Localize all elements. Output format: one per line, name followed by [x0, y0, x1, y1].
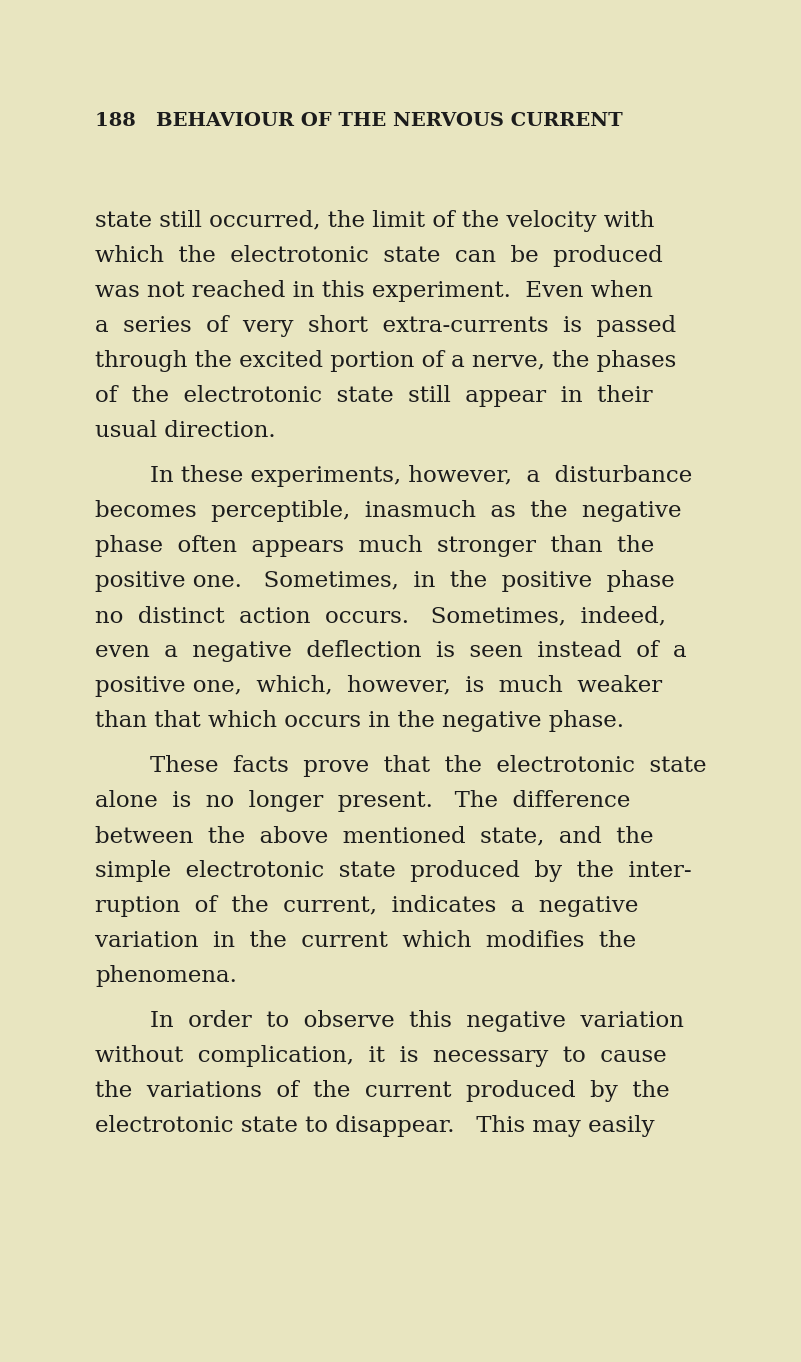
Text: These  facts  prove  that  the  electrotonic  state: These facts prove that the electrotonic …: [150, 755, 706, 776]
Text: alone  is  no  longer  present.   The  difference: alone is no longer present. The differen…: [95, 790, 630, 812]
Text: 188   BEHAVIOUR OF THE NERVOUS CURRENT: 188 BEHAVIOUR OF THE NERVOUS CURRENT: [95, 112, 622, 129]
Text: which  the  electrotonic  state  can  be  produced: which the electrotonic state can be prod…: [95, 245, 662, 267]
Text: In these experiments, however,  a  disturbance: In these experiments, however, a disturb…: [150, 464, 692, 488]
Text: phase  often  appears  much  stronger  than  the: phase often appears much stronger than t…: [95, 535, 654, 557]
Text: state still occurred, the limit of the velocity with: state still occurred, the limit of the v…: [95, 210, 654, 232]
Text: electrotonic state to disappear.   This may easily: electrotonic state to disappear. This ma…: [95, 1115, 654, 1137]
Text: a  series  of  very  short  extra-currents  is  passed: a series of very short extra-currents is…: [95, 315, 676, 336]
Text: usual direction.: usual direction.: [95, 419, 276, 443]
Text: than that which occurs in the negative phase.: than that which occurs in the negative p…: [95, 710, 624, 731]
Text: no  distinct  action  occurs.   Sometimes,  indeed,: no distinct action occurs. Sometimes, in…: [95, 605, 666, 627]
Text: positive one.   Sometimes,  in  the  positive  phase: positive one. Sometimes, in the positive…: [95, 571, 674, 592]
Text: becomes  perceptible,  inasmuch  as  the  negative: becomes perceptible, inasmuch as the neg…: [95, 500, 682, 522]
Text: variation  in  the  current  which  modifies  the: variation in the current which modifies …: [95, 930, 636, 952]
Text: phenomena.: phenomena.: [95, 966, 237, 987]
Text: through the excited portion of a nerve, the phases: through the excited portion of a nerve, …: [95, 350, 676, 372]
Text: simple  electrotonic  state  produced  by  the  inter-: simple electrotonic state produced by th…: [95, 859, 691, 883]
Text: the  variations  of  the  current  produced  by  the: the variations of the current produced b…: [95, 1080, 670, 1102]
Text: In  order  to  observe  this  negative  variation: In order to observe this negative variat…: [150, 1011, 684, 1032]
Text: ruption  of  the  current,  indicates  a  negative: ruption of the current, indicates a nega…: [95, 895, 638, 917]
Text: even  a  negative  deflection  is  seen  instead  of  a: even a negative deflection is seen inste…: [95, 640, 686, 662]
Text: between  the  above  mentioned  state,  and  the: between the above mentioned state, and t…: [95, 825, 654, 847]
Text: positive one,  which,  however,  is  much  weaker: positive one, which, however, is much we…: [95, 676, 662, 697]
Text: without  complication,  it  is  necessary  to  cause: without complication, it is necessary to…: [95, 1045, 666, 1066]
Text: was not reached in this experiment.  Even when: was not reached in this experiment. Even…: [95, 281, 653, 302]
Text: of  the  electrotonic  state  still  appear  in  their: of the electrotonic state still appear i…: [95, 385, 653, 407]
